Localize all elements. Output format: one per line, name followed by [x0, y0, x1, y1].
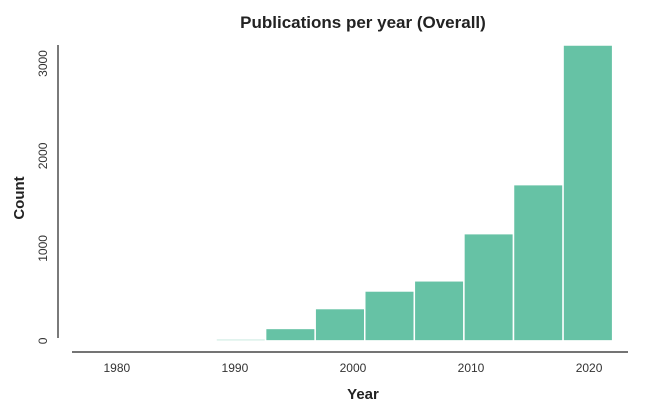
x-tick-label-2: 2000: [340, 361, 367, 375]
y-tick-label-0: 0: [36, 337, 50, 344]
x-tick-label-3: 2010: [458, 361, 485, 375]
bar-3: [264, 327, 316, 342]
bar-8: [512, 183, 564, 342]
bar-7: [463, 232, 515, 342]
y-axis-label: Count: [11, 176, 28, 219]
x-tick-label-0: 1980: [104, 361, 131, 375]
y-tick-label-2: 2000: [36, 142, 50, 169]
x-tick-labels: 1980 1990 2000 2010 2020: [104, 361, 603, 375]
bar-6: [413, 280, 465, 342]
y-tick-label-1: 1000: [36, 235, 50, 262]
y-tick-label-3: 3000: [36, 50, 50, 77]
y-tick-labels: 0 1000 2000 3000: [36, 50, 50, 344]
bar-5: [364, 290, 416, 342]
bars-layer: [116, 44, 614, 343]
bar-9: [562, 44, 614, 342]
bar-4: [314, 307, 366, 342]
chart-title: Publications per year (Overall): [240, 13, 486, 32]
bar-2: [215, 338, 267, 342]
x-axis-label: Year: [347, 386, 379, 400]
x-tick-label-1: 1990: [222, 361, 249, 375]
bar-0: [116, 340, 168, 343]
bar-1: [165, 339, 217, 342]
x-tick-label-4: 2020: [576, 361, 603, 375]
